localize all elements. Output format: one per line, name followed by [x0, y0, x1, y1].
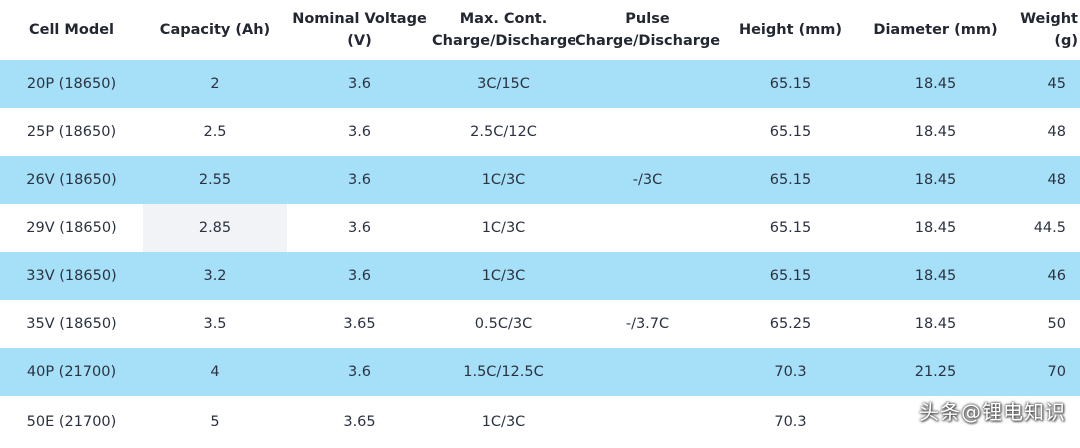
height-cell: 65.15 — [720, 108, 861, 156]
capacity-cell: 5 — [143, 396, 287, 448]
weight-cell: 46 — [1010, 252, 1080, 300]
col-weight-header: Weight (g) — [1010, 0, 1080, 60]
cell-model-cell: 50E (21700) — [0, 396, 143, 448]
header-line: Charge/Discharge — [432, 33, 575, 49]
col-max-cont-header: Max. Cont. Charge/Discharge — [432, 0, 575, 60]
table-row: 20P (18650) 2 3.6 3C/15C 65.15 18.45 45 — [0, 60, 1080, 108]
header-line: Weight — [1020, 11, 1078, 27]
max-cont-cell: 3C/15C — [432, 60, 575, 108]
diameter-cell — [861, 396, 1010, 448]
pulse-cell — [575, 108, 720, 156]
weight-cell: 45 — [1010, 60, 1080, 108]
col-nominal-voltage-header: Nominal Voltage (V) — [287, 0, 432, 60]
table-row: 40P (21700) 4 3.6 1.5C/12.5C 70.3 21.25 70 — [0, 348, 1080, 396]
cell-model-cell: 20P (18650) — [0, 60, 143, 108]
nominal-voltage-cell: 3.6 — [287, 348, 432, 396]
weight-cell: 48 — [1010, 156, 1080, 204]
weight-cell: 50 — [1010, 300, 1080, 348]
height-cell: 65.15 — [720, 204, 861, 252]
header-line: Cell Model — [28, 22, 115, 38]
capacity-cell: 3.2 — [143, 252, 287, 300]
pulse-cell — [575, 348, 720, 396]
diameter-cell: 18.45 — [861, 252, 1010, 300]
max-cont-cell: 1.5C/12.5C — [432, 348, 575, 396]
max-cont-cell: 0.5C/3C — [432, 300, 575, 348]
header-row: Cell Model Capacity (Ah) Nominal Voltage (V… — [0, 0, 1080, 60]
table-row: 50E (21700) 5 3.65 1C/3C 70.3 — [0, 396, 1080, 448]
table-row: 26V (18650) 2.55 3.6 1C/3C -/3C 65.15 18.45 48 — [0, 156, 1080, 204]
header-line: Nominal Voltage — [292, 11, 427, 27]
table-row: 35V (18650) 3.5 3.65 0.5C/3C -/3.7C 65.25 18.4… — [0, 300, 1080, 348]
cell-model-cell: 25P (18650) — [0, 108, 143, 156]
weight-cell: 70 — [1010, 348, 1080, 396]
header-line: Pulse — [625, 11, 670, 27]
nominal-voltage-cell: 3.6 — [287, 156, 432, 204]
height-cell: 70.3 — [720, 396, 861, 448]
table-body: 20P (18650) 2 3.6 3C/15C 65.15 18.45 45 25P (18… — [0, 60, 1080, 448]
pulse-cell: -/3.7C — [575, 300, 720, 348]
max-cont-cell: 2.5C/12C — [432, 108, 575, 156]
nominal-voltage-cell: 3.65 — [287, 300, 432, 348]
header-line: Max. Cont. — [459, 11, 548, 27]
height-cell: 65.25 — [720, 300, 861, 348]
table-row: 25P (18650) 2.5 3.6 2.5C/12C 65.15 18.45 48 — [0, 108, 1080, 156]
pulse-cell — [575, 396, 720, 448]
col-capacity-header: Capacity (Ah) — [143, 0, 287, 60]
weight-cell: 44.5 — [1010, 204, 1080, 252]
capacity-cell: 2.55 — [143, 156, 287, 204]
weight-cell — [1010, 396, 1080, 448]
pulse-cell: -/3C — [575, 156, 720, 204]
watermark-text: 头条@锂电知识 — [919, 400, 1066, 424]
weight-cell: 48 — [1010, 108, 1080, 156]
diameter-cell: 18.45 — [861, 156, 1010, 204]
header-line: Capacity (Ah) — [159, 22, 271, 38]
height-cell: 65.15 — [720, 156, 861, 204]
capacity-cell: 2.5 — [143, 108, 287, 156]
nominal-voltage-cell: 3.6 — [287, 204, 432, 252]
cell-model-cell: 33V (18650) — [0, 252, 143, 300]
header-line: (V) — [347, 33, 372, 49]
col-pulse-header: Pulse Charge/Discharge — [575, 0, 720, 60]
capacity-cell: 2 — [143, 60, 287, 108]
cell-model-cell: 26V (18650) — [0, 156, 143, 204]
height-cell: 65.15 — [720, 252, 861, 300]
diameter-cell: 18.45 — [861, 300, 1010, 348]
header-line: Charge/Discharge — [575, 33, 720, 49]
max-cont-cell: 1C/3C — [432, 252, 575, 300]
cell-model-cell: 35V (18650) — [0, 300, 143, 348]
nominal-voltage-cell: 3.6 — [287, 108, 432, 156]
pulse-cell — [575, 204, 720, 252]
capacity-cell: 3.5 — [143, 300, 287, 348]
table-row: 33V (18650) 3.2 3.6 1C/3C 65.15 18.45 46 — [0, 252, 1080, 300]
header-line: Height (mm) — [738, 22, 843, 38]
col-cell-model-header: Cell Model — [0, 0, 143, 60]
diameter-cell: 21.25 — [861, 348, 1010, 396]
max-cont-cell: 1C/3C — [432, 156, 575, 204]
col-diameter-header: Diameter (mm) — [861, 0, 1010, 60]
pulse-cell — [575, 252, 720, 300]
diameter-cell: 18.45 — [861, 108, 1010, 156]
cell-model-cell: 29V (18650) — [0, 204, 143, 252]
capacity-cell: 4 — [143, 348, 287, 396]
col-height-header: Height (mm) — [720, 0, 861, 60]
diameter-cell: 18.45 — [861, 60, 1010, 108]
table-header: Cell Model Capacity (Ah) Nominal Voltage (V… — [0, 0, 1080, 60]
nominal-voltage-cell: 3.65 — [287, 396, 432, 448]
table-row: 29V (18650) 2.85 3.6 1C/3C 65.15 18.45 44.5 — [0, 204, 1080, 252]
max-cont-cell: 1C/3C — [432, 396, 575, 448]
diameter-cell: 18.45 — [861, 204, 1010, 252]
height-cell: 70.3 — [720, 348, 861, 396]
height-cell: 65.15 — [720, 60, 861, 108]
header-line: Diameter (mm) — [873, 22, 998, 38]
capacity-cell: 2.85 — [143, 204, 287, 252]
max-cont-cell: 1C/3C — [432, 204, 575, 252]
cell-model-cell: 40P (21700) — [0, 348, 143, 396]
nominal-voltage-cell: 3.6 — [287, 252, 432, 300]
pulse-cell — [575, 60, 720, 108]
header-line: (g) — [1054, 33, 1078, 49]
nominal-voltage-cell: 3.6 — [287, 60, 432, 108]
